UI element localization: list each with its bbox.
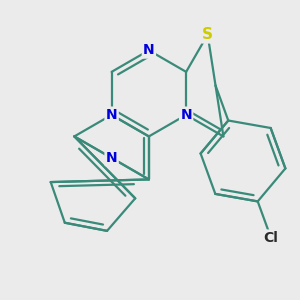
Text: N: N [180,108,192,122]
Text: S: S [202,27,213,42]
Text: N: N [106,108,117,122]
Text: N: N [106,151,117,165]
Text: Cl: Cl [263,231,278,245]
Text: N: N [143,43,155,57]
